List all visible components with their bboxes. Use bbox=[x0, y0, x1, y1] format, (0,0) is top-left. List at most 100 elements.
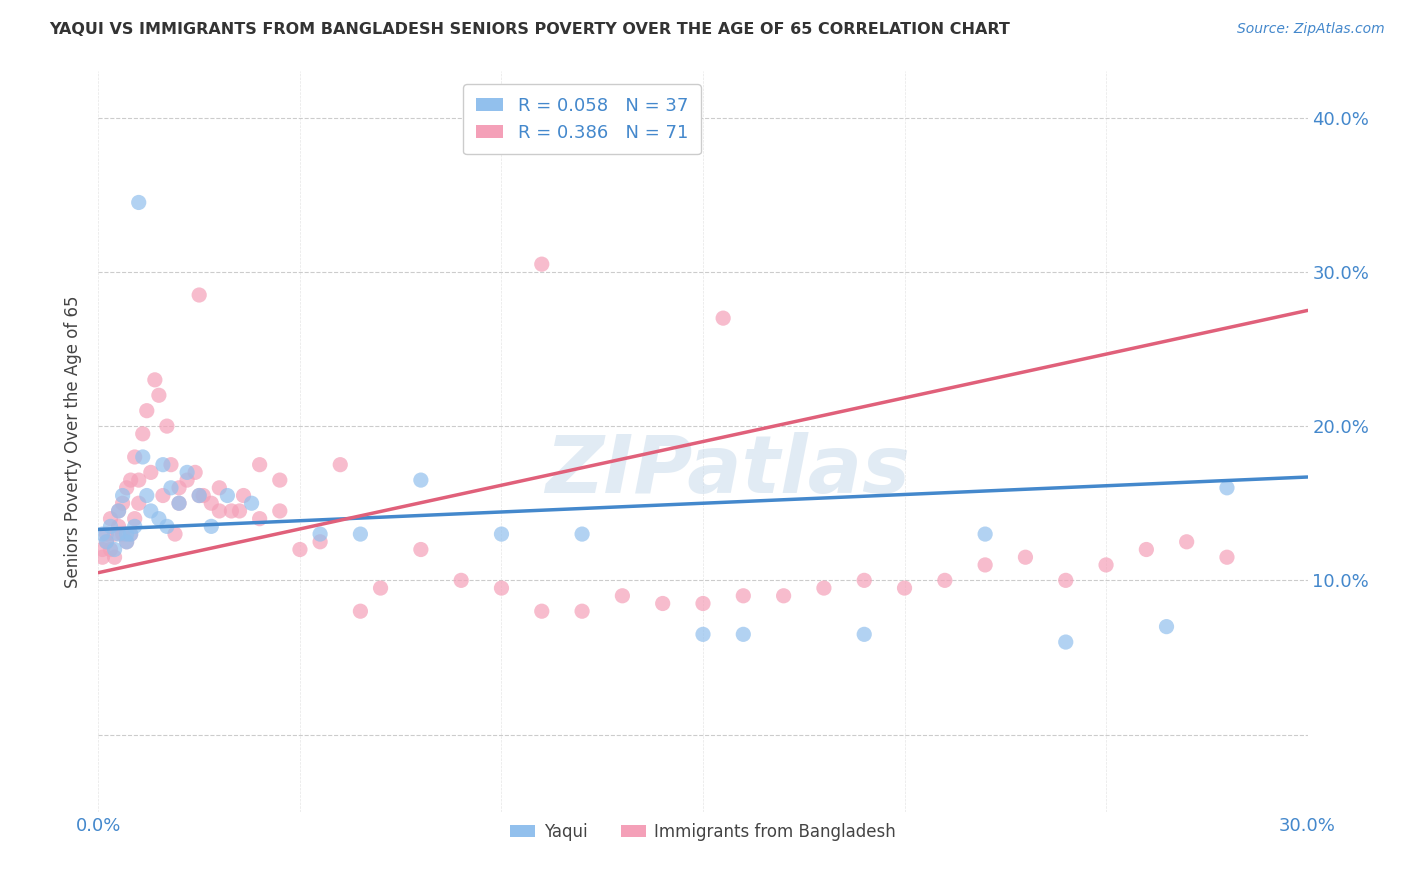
Yaqui bbox=[120, 527, 142, 541]
Immigrants from Bangladesh bbox=[733, 589, 755, 603]
Immigrants from Bangladesh bbox=[111, 496, 134, 510]
Yaqui bbox=[135, 489, 157, 503]
Immigrants from Bangladesh bbox=[193, 489, 215, 503]
Immigrants from Bangladesh bbox=[139, 466, 162, 480]
Immigrants from Bangladesh bbox=[1095, 558, 1118, 572]
Immigrants from Bangladesh bbox=[143, 373, 166, 387]
Yaqui bbox=[1054, 635, 1077, 649]
Immigrants from Bangladesh bbox=[115, 534, 138, 549]
Immigrants from Bangladesh bbox=[132, 426, 155, 441]
Yaqui bbox=[491, 527, 513, 541]
Yaqui bbox=[96, 534, 118, 549]
Immigrants from Bangladesh bbox=[1216, 550, 1239, 565]
Yaqui bbox=[103, 542, 125, 557]
Immigrants from Bangladesh bbox=[269, 504, 291, 518]
Yaqui bbox=[132, 450, 155, 464]
Yaqui bbox=[152, 458, 174, 472]
Yaqui bbox=[349, 527, 371, 541]
Immigrants from Bangladesh bbox=[188, 489, 211, 503]
Immigrants from Bangladesh bbox=[711, 311, 734, 326]
Immigrants from Bangladesh bbox=[309, 534, 332, 549]
Immigrants from Bangladesh bbox=[135, 403, 157, 417]
Yaqui bbox=[128, 195, 150, 210]
Immigrants from Bangladesh bbox=[1014, 550, 1036, 565]
Immigrants from Bangladesh bbox=[530, 604, 553, 618]
Immigrants from Bangladesh bbox=[103, 550, 125, 565]
Yaqui bbox=[217, 489, 239, 503]
Immigrants from Bangladesh bbox=[120, 527, 142, 541]
Immigrants from Bangladesh bbox=[188, 288, 211, 302]
Yaqui bbox=[111, 489, 134, 503]
Yaqui bbox=[124, 519, 146, 533]
Immigrants from Bangladesh bbox=[103, 527, 125, 541]
Immigrants from Bangladesh bbox=[107, 504, 129, 518]
Yaqui bbox=[1156, 619, 1178, 633]
Immigrants from Bangladesh bbox=[853, 574, 876, 588]
Immigrants from Bangladesh bbox=[152, 489, 174, 503]
Immigrants from Bangladesh bbox=[571, 604, 593, 618]
Immigrants from Bangladesh bbox=[163, 527, 186, 541]
Immigrants from Bangladesh bbox=[124, 511, 146, 525]
Immigrants from Bangladesh bbox=[120, 473, 142, 487]
Immigrants from Bangladesh bbox=[232, 489, 254, 503]
Yaqui bbox=[91, 527, 114, 541]
Immigrants from Bangladesh bbox=[111, 527, 134, 541]
Immigrants from Bangladesh bbox=[156, 419, 179, 434]
Immigrants from Bangladesh bbox=[200, 496, 222, 510]
Immigrants from Bangladesh bbox=[208, 481, 231, 495]
Immigrants from Bangladesh bbox=[269, 473, 291, 487]
Immigrants from Bangladesh bbox=[167, 496, 190, 510]
Immigrants from Bangladesh bbox=[91, 550, 114, 565]
Yaqui bbox=[100, 519, 122, 533]
Yaqui bbox=[200, 519, 222, 533]
Yaqui bbox=[156, 519, 179, 533]
Immigrants from Bangladesh bbox=[208, 504, 231, 518]
Yaqui bbox=[167, 496, 190, 510]
Yaqui bbox=[853, 627, 876, 641]
Immigrants from Bangladesh bbox=[115, 481, 138, 495]
Immigrants from Bangladesh bbox=[221, 504, 243, 518]
Immigrants from Bangladesh bbox=[329, 458, 352, 472]
Yaqui bbox=[176, 466, 198, 480]
Immigrants from Bangladesh bbox=[100, 542, 122, 557]
Immigrants from Bangladesh bbox=[228, 504, 250, 518]
Immigrants from Bangladesh bbox=[167, 481, 190, 495]
Yaqui bbox=[974, 527, 997, 541]
Text: YAQUI VS IMMIGRANTS FROM BANGLADESH SENIORS POVERTY OVER THE AGE OF 65 CORRELATI: YAQUI VS IMMIGRANTS FROM BANGLADESH SENI… bbox=[49, 22, 1010, 37]
Immigrants from Bangladesh bbox=[96, 534, 118, 549]
Yaqui bbox=[571, 527, 593, 541]
Yaqui bbox=[1216, 481, 1239, 495]
Immigrants from Bangladesh bbox=[530, 257, 553, 271]
Legend: Yaqui, Immigrants from Bangladesh: Yaqui, Immigrants from Bangladesh bbox=[503, 816, 903, 847]
Immigrants from Bangladesh bbox=[651, 597, 673, 611]
Immigrants from Bangladesh bbox=[813, 581, 835, 595]
Immigrants from Bangladesh bbox=[349, 604, 371, 618]
Immigrants from Bangladesh bbox=[288, 542, 311, 557]
Immigrants from Bangladesh bbox=[107, 519, 129, 533]
Yaqui bbox=[115, 534, 138, 549]
Immigrants from Bangladesh bbox=[370, 581, 392, 595]
Immigrants from Bangladesh bbox=[612, 589, 634, 603]
Y-axis label: Seniors Poverty Over the Age of 65: Seniors Poverty Over the Age of 65 bbox=[65, 295, 83, 588]
Immigrants from Bangladesh bbox=[184, 466, 207, 480]
Immigrants from Bangladesh bbox=[160, 458, 183, 472]
Immigrants from Bangladesh bbox=[176, 473, 198, 487]
Yaqui bbox=[139, 504, 162, 518]
Yaqui bbox=[107, 504, 129, 518]
Immigrants from Bangladesh bbox=[100, 511, 122, 525]
Immigrants from Bangladesh bbox=[491, 581, 513, 595]
Immigrants from Bangladesh bbox=[148, 388, 170, 402]
Immigrants from Bangladesh bbox=[409, 542, 432, 557]
Immigrants from Bangladesh bbox=[96, 527, 118, 541]
Yaqui bbox=[115, 527, 138, 541]
Immigrants from Bangladesh bbox=[450, 574, 472, 588]
Immigrants from Bangladesh bbox=[249, 458, 271, 472]
Immigrants from Bangladesh bbox=[692, 597, 714, 611]
Yaqui bbox=[309, 527, 332, 541]
Immigrants from Bangladesh bbox=[91, 542, 114, 557]
Immigrants from Bangladesh bbox=[1054, 574, 1077, 588]
Yaqui bbox=[409, 473, 432, 487]
Immigrants from Bangladesh bbox=[934, 574, 956, 588]
Yaqui bbox=[733, 627, 755, 641]
Text: ZIPatlas: ZIPatlas bbox=[544, 432, 910, 510]
